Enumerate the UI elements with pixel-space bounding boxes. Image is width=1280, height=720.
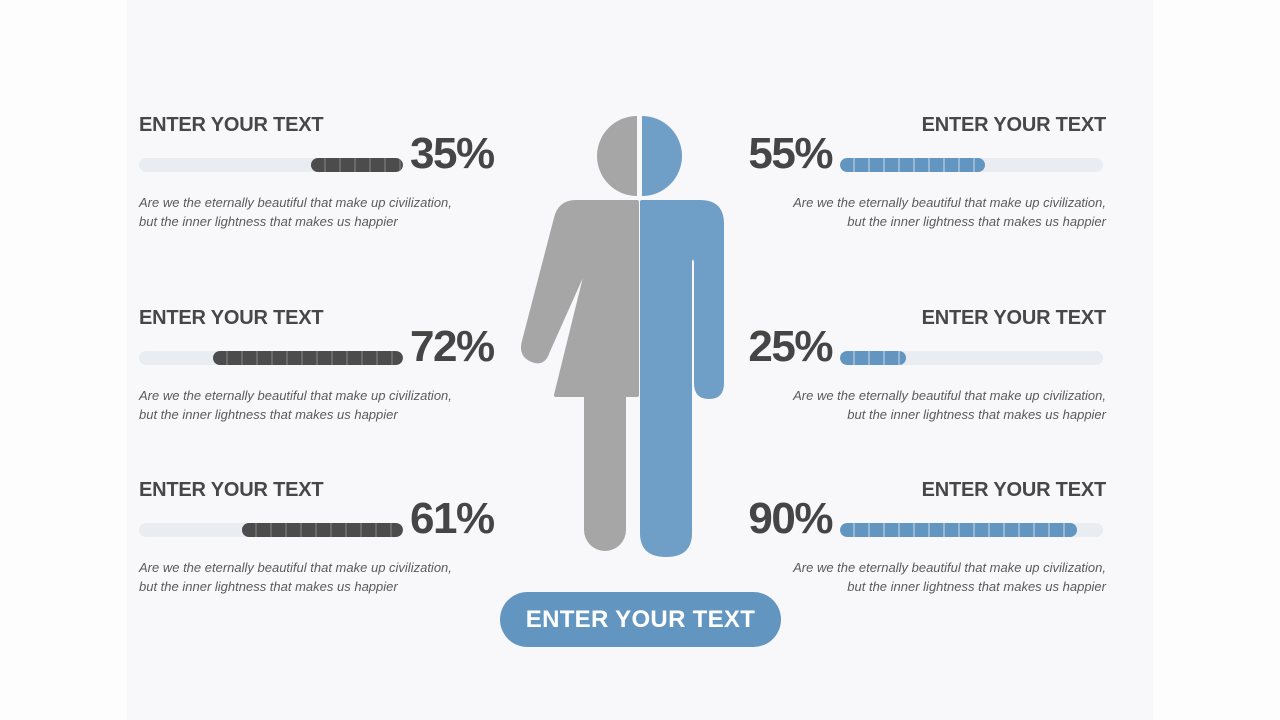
stat-heading: ENTER YOUR TEXT xyxy=(139,479,324,501)
progress-bar-fill xyxy=(840,351,906,365)
progress-bar-track xyxy=(139,158,403,172)
enter-your-text-button[interactable]: ENTER YOUR TEXT xyxy=(500,592,781,647)
progress-bar-track xyxy=(840,158,1103,172)
stat-description-line2: but the inner lightness that makes us ha… xyxy=(139,407,398,422)
progress-bar-track xyxy=(840,351,1103,365)
stat-description-line1: Are we the eternally beautiful that make… xyxy=(139,560,452,575)
stat-percent: 55% xyxy=(748,129,833,178)
stat-description-line1: Are we the eternally beautiful that make… xyxy=(793,195,1106,210)
stat-block-left-1: ENTER YOUR TEXT 35% Are we the eternally… xyxy=(139,114,499,244)
progress-bar-track xyxy=(139,351,403,365)
stat-heading: ENTER YOUR TEXT xyxy=(921,307,1107,329)
stat-percent: 90% xyxy=(748,494,833,543)
male-body xyxy=(640,200,724,557)
stat-heading: ENTER YOUR TEXT xyxy=(139,307,324,329)
stat-heading: ENTER YOUR TEXT xyxy=(921,479,1107,501)
female-silhouette-icon xyxy=(521,116,639,551)
stat-description: Are we the eternally beautiful that make… xyxy=(740,193,1106,231)
stat-description: Are we the eternally beautiful that make… xyxy=(139,558,499,596)
stat-description-line2: but the inner lightness that makes us ha… xyxy=(139,214,398,229)
stat-description: Are we the eternally beautiful that make… xyxy=(139,193,499,231)
progress-bar-fill xyxy=(840,523,1077,537)
stat-percent: 61% xyxy=(410,494,495,543)
progress-bar-fill xyxy=(212,351,403,365)
stat-block-right-1: ENTER YOUR TEXT 55% Are we the eternally… xyxy=(740,114,1106,244)
stat-block-left-3: ENTER YOUR TEXT 61% Are we the eternally… xyxy=(139,479,499,609)
stat-block-right-3: ENTER YOUR TEXT 90% Are we the eternally… xyxy=(740,479,1106,609)
male-head xyxy=(642,116,682,196)
stat-description-line2: but the inner lightness that makes us ha… xyxy=(847,579,1106,594)
stat-description-line2: but the inner lightness that makes us ha… xyxy=(847,214,1106,229)
stat-block-right-2: ENTER YOUR TEXT 25% Are we the eternally… xyxy=(740,307,1106,437)
gender-split-figure xyxy=(510,103,770,573)
stat-percent: 35% xyxy=(410,129,495,178)
progress-bar-fill xyxy=(840,158,985,172)
stat-description-line1: Are we the eternally beautiful that make… xyxy=(139,388,452,403)
stat-description-line2: but the inner lightness that makes us ha… xyxy=(139,579,398,594)
stat-description-line2: but the inner lightness that makes us ha… xyxy=(847,407,1106,422)
stat-description-line1: Are we the eternally beautiful that make… xyxy=(793,388,1106,403)
stat-description: Are we the eternally beautiful that make… xyxy=(740,558,1106,596)
stat-percent: 25% xyxy=(748,322,833,371)
stat-heading: ENTER YOUR TEXT xyxy=(921,114,1107,136)
female-body xyxy=(521,200,639,397)
male-silhouette-icon xyxy=(640,116,724,557)
stat-description-line1: Are we the eternally beautiful that make… xyxy=(139,195,452,210)
stat-description: Are we the eternally beautiful that make… xyxy=(740,386,1106,424)
stat-percent: 72% xyxy=(410,322,495,371)
stat-description-line1: Are we the eternally beautiful that make… xyxy=(793,560,1106,575)
female-head xyxy=(597,116,637,196)
stat-heading: ENTER YOUR TEXT xyxy=(139,114,324,136)
stat-description: Are we the eternally beautiful that make… xyxy=(139,386,499,424)
progress-bar-fill xyxy=(241,523,403,537)
progress-bar-fill xyxy=(310,158,403,172)
progress-bar-track xyxy=(139,523,403,537)
stat-block-left-2: ENTER YOUR TEXT 72% Are we the eternally… xyxy=(139,307,499,437)
progress-bar-track xyxy=(840,523,1103,537)
